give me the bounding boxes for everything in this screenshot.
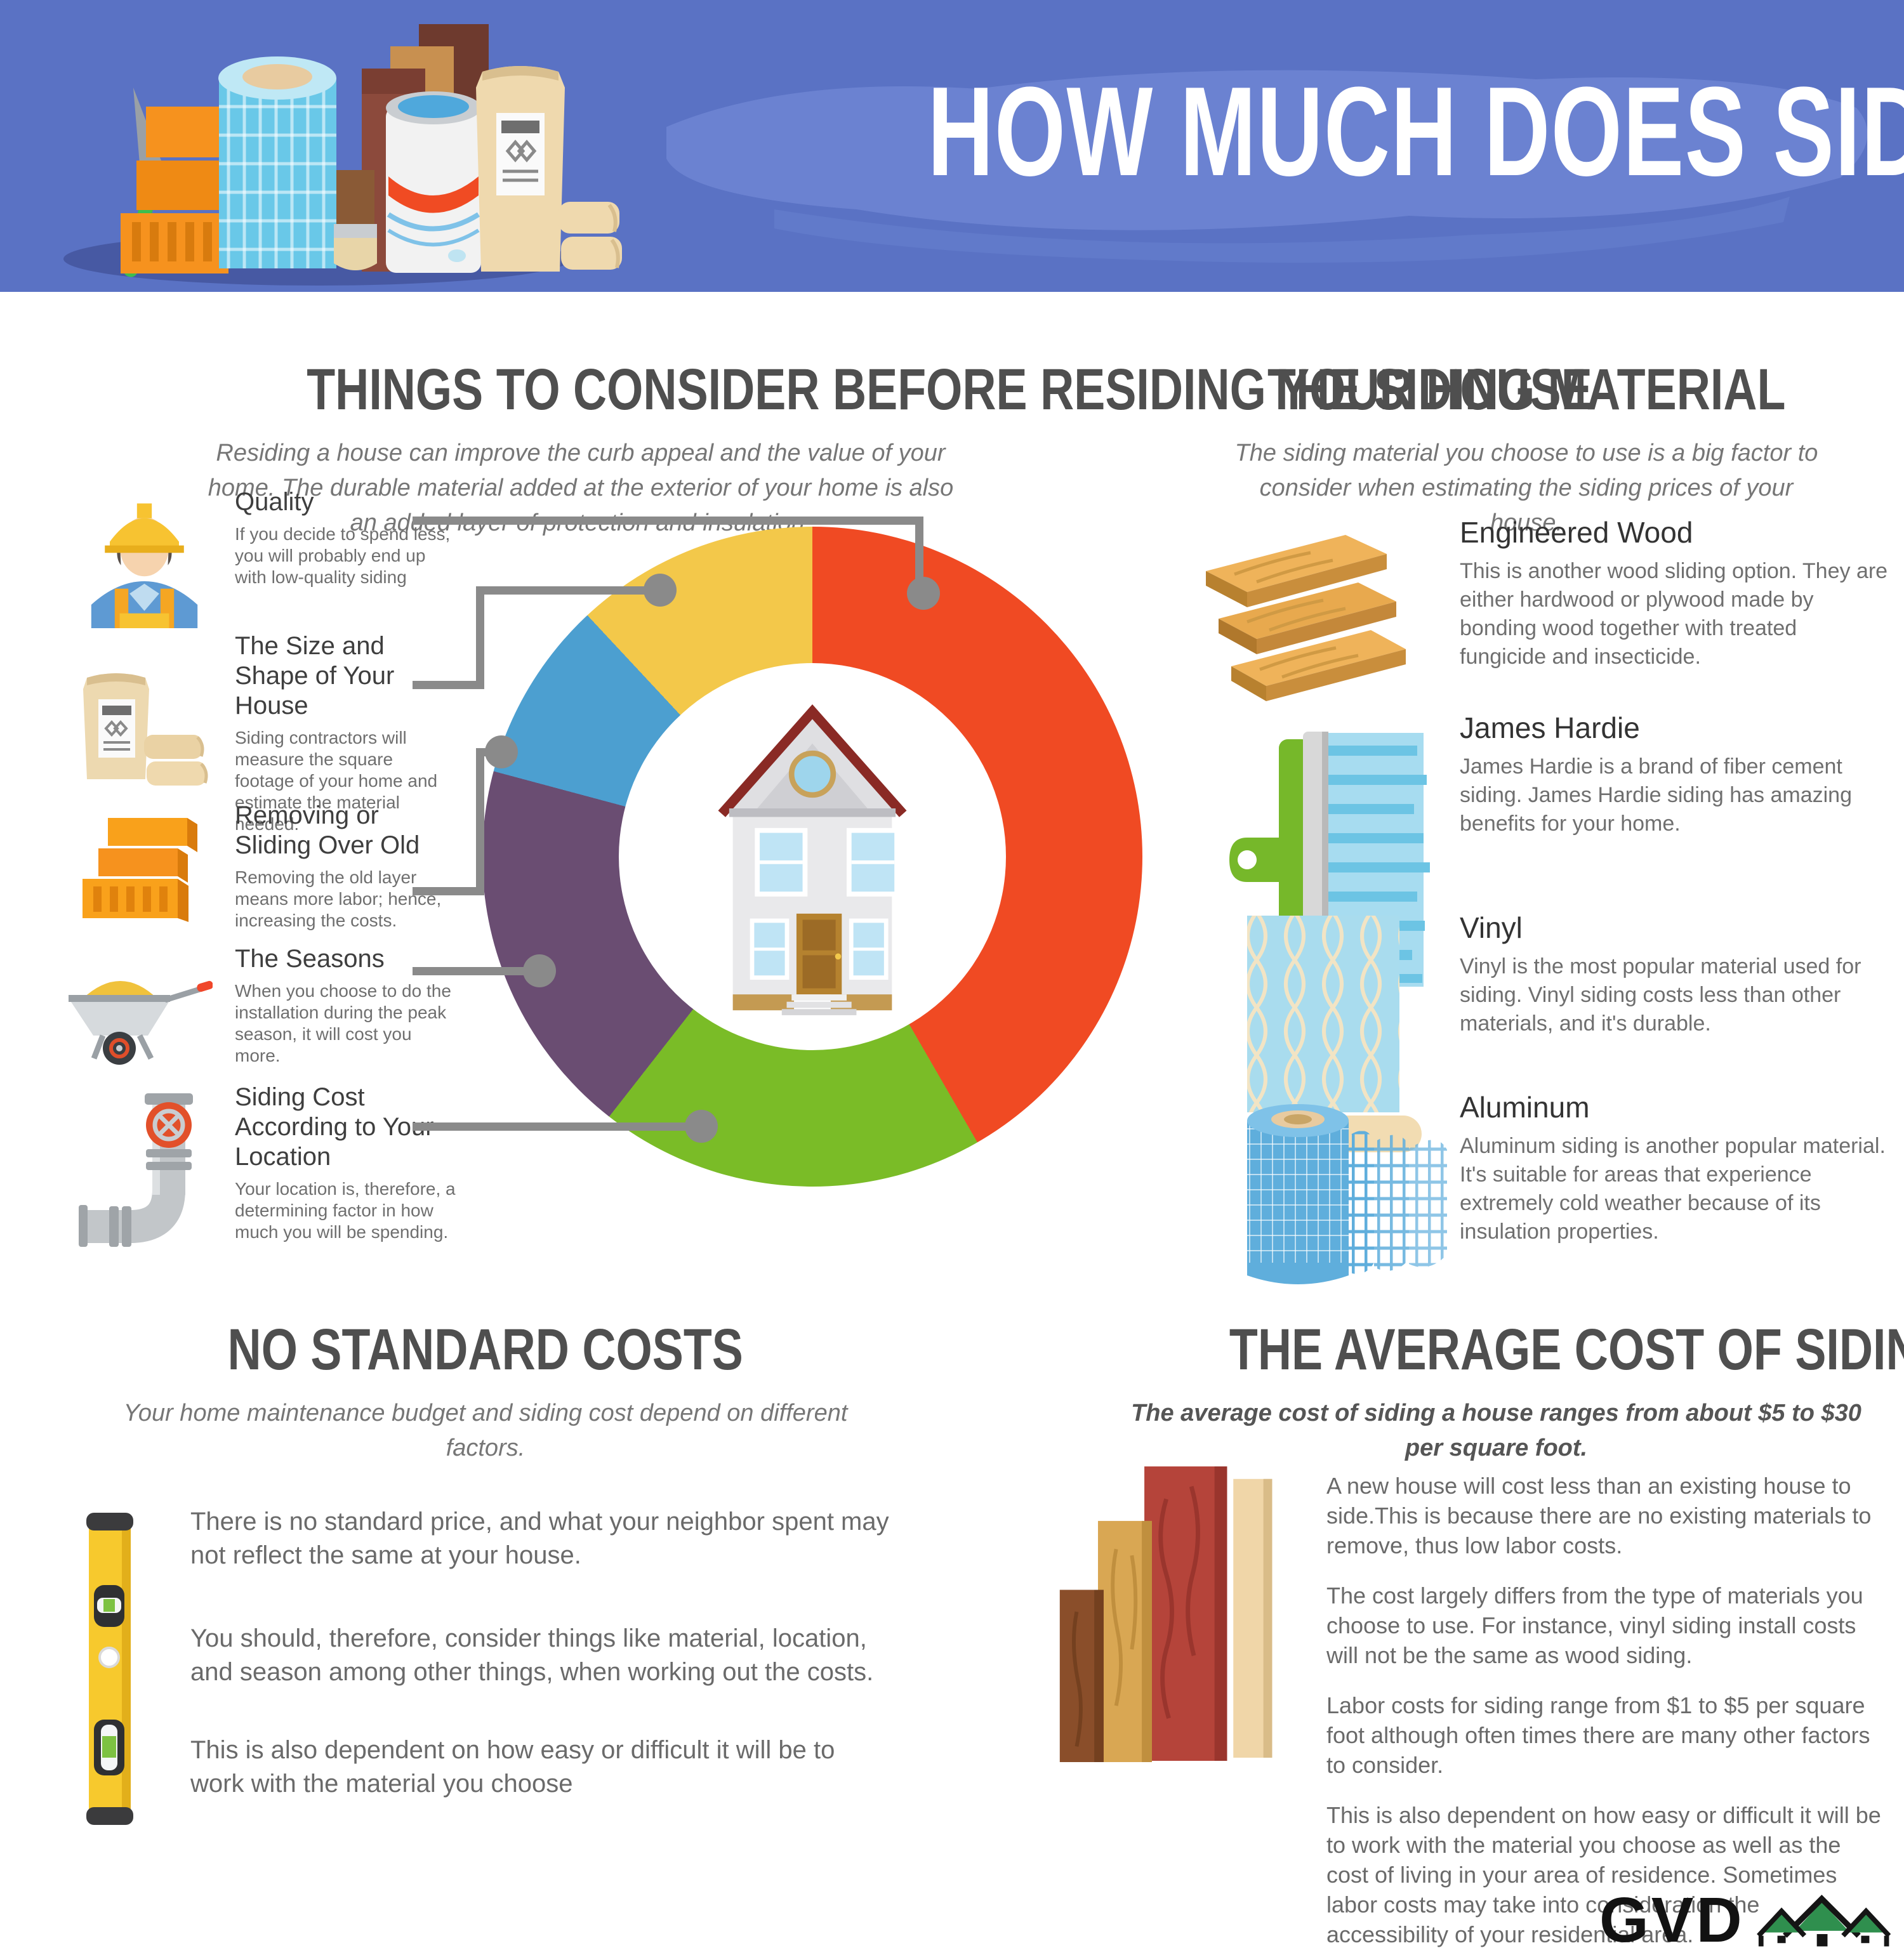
house-illustration [718,704,907,1015]
consider-item-title: The Size and Shape of Your House [235,632,395,720]
average-cost-heading: THE AVERAGE COST OF SIDING A HOUSE [1229,1317,1904,1382]
no-standard-costs-header: NO STANDARD COSTS Your home maintenance … [95,1317,876,1466]
consider-item-body: Siding contractors will measure the squa… [235,728,438,834]
connector-dot-seasons [523,954,556,987]
connector-removing-stub [413,887,484,895]
connector-dot-removing [485,735,518,768]
stacked-planks-icon [1206,535,1406,701]
bricks-icon [83,818,197,922]
paragraph: The cost largely differs from the type o… [1326,1583,1863,1668]
no-standard-costs-subtitle: Your home maintenance budget and siding … [123,1400,848,1461]
connector-size-rise [476,586,484,689]
construction-materials-illustration [63,24,622,286]
material-item-body: Aluminum siding is another popular mater… [1460,1134,1886,1244]
brush-stroke-decoration [666,70,1868,263]
material-item-body: James Hardie is a brand of fiber cement … [1460,754,1852,836]
consider-item-title: The Seasons [235,945,385,973]
consider-item-body: Removing the old layer means more labor;… [235,867,442,930]
material-item-body: Vinyl is the most popular material used … [1460,954,1861,1036]
connector-removing-rise [476,748,484,895]
materials-heading: THE SIDING MATERIAL [1267,357,1786,422]
no-standard-costs-paragraphs: There is no standard price, and what you… [190,1505,895,1801]
average-cost-subtitle: The average cost of siding a house range… [1131,1400,1861,1461]
consider-item-location: Siding Cost According to Your Location Y… [235,1083,456,1243]
spirit-level-icon [86,1513,133,1825]
paragraph: A new house will cost less than an exist… [1326,1473,1872,1558]
pipe-valve-icon [79,1093,193,1247]
consider-item-removing: Removing or Sliding Over Old Removing th… [235,801,456,931]
connector-dot-size [644,574,677,607]
material-item-title: Engineered Wood [1460,516,1693,549]
connector-location [413,1122,698,1131]
connector-seasons [413,967,536,975]
material-item-title: Aluminum [1460,1091,1590,1124]
connector-size [476,586,660,595]
wood-boards-icon [1059,1466,1273,1762]
material-item-vinyl: Vinyl Vinyl is the most popular material… [1460,911,1888,1038]
construction-worker-icon [91,503,198,628]
header-banner: HOW MUCH DOES SIDING COST? [0,0,1904,292]
logo-gvd-text: GVD [1599,1885,1745,1955]
consider-item-quality: Quality If you decide to spend less, you… [235,487,456,588]
materials-subtitle: The siding material you choose to use is… [1234,440,1818,536]
paragraph: There is no standard price, and what you… [190,1508,889,1569]
consider-item-title: Siding Cost According to Your Location [235,1083,434,1171]
material-item-title: Vinyl [1460,911,1523,944]
no-standard-costs-heading: NO STANDARD COSTS [227,1317,744,1382]
considerations-section-header: THINGS TO CONSIDER BEFORE RESIDING YOUR … [146,357,1592,541]
materials-section-header: THE SIDING MATERIAL The siding material … [1174,357,1879,541]
material-item-body: This is another wood sliding option. The… [1460,559,1888,669]
material-item-aluminum: Aluminum Aluminum siding is another popu… [1460,1090,1888,1246]
average-cost-paragraphs: A new house will cost less than an exist… [1326,1471,1885,1949]
logo-renovations-text: RENOVATIONS, INC. [1599,1953,1904,1955]
consider-item-title: Quality [235,488,314,516]
connector-dot-quality [907,577,940,610]
consider-item-size-shape: The Size and Shape of Your House Siding … [235,631,456,835]
cement-bags-icon [83,673,208,786]
consider-item-body: When you choose to do the installation d… [235,981,451,1065]
considerations-heading: THINGS TO CONSIDER BEFORE RESIDING YOUR … [307,357,1592,422]
gvd-renovations-logo: GVD RENOVATIONS, INC. [1599,1885,1904,1955]
cost-factors-donut-chart [482,527,1142,1187]
material-item-engineered-wood: Engineered Wood This is another wood sli… [1460,515,1888,671]
paragraph: Labor costs for siding range from $1 to … [1326,1692,1870,1778]
wheelbarrow-icon [69,980,213,1065]
roofline-logo-icon [1756,1895,1891,1947]
mesh-roll-icon [1247,1104,1447,1284]
paragraph: This is also dependent on how easy or di… [1326,1802,1881,1947]
consider-item-seasons: The Seasons When you choose to do the in… [235,944,456,1067]
connector-size-stub [413,681,484,689]
paragraph: You should, therefore, consider things l… [190,1624,874,1686]
paragraph: This is also dependent on how easy or di… [190,1736,835,1798]
connector-dot-location [685,1110,718,1143]
connector-quality [413,517,919,525]
consider-item-title: Removing or Sliding Over Old [235,801,420,859]
consider-item-body: If you decide to spend less, you will pr… [235,524,451,587]
material-item-title: James Hardie [1460,711,1640,744]
average-cost-header: THE AVERAGE COST OF SIDING A HOUSE The a… [1111,1317,1904,1466]
connector-quality-drop [915,517,923,593]
page-title: HOW MUCH DOES SIDING COST? [927,61,1904,202]
material-item-james-hardie: James Hardie James Hardie is a brand of … [1460,711,1888,838]
consider-item-body: Your location is, therefore, a determini… [235,1179,456,1242]
